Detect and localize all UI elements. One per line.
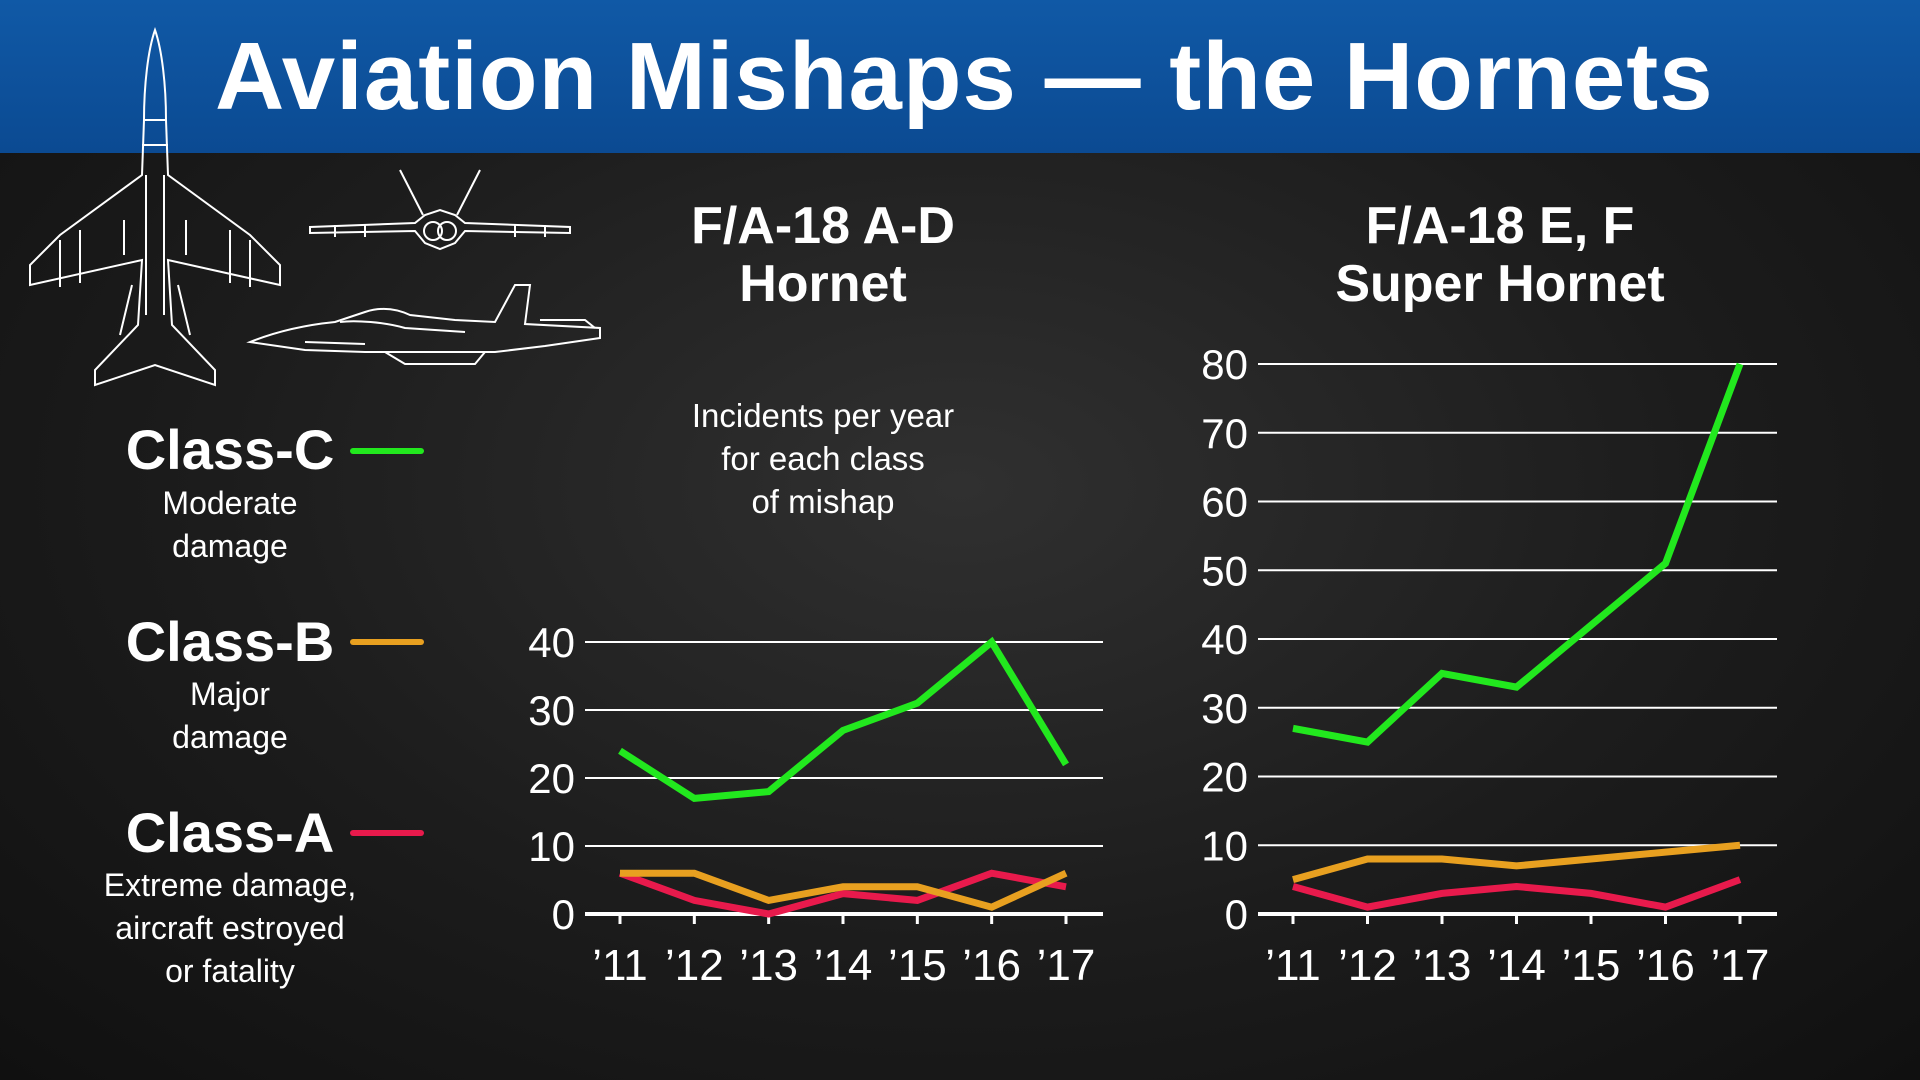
chart-1-x-tick-2: ’13: [739, 941, 798, 990]
chart-1-title-line2: Hornet: [739, 255, 907, 313]
chart-1-x-tick-5: ’16: [962, 941, 1021, 990]
chart-1-x-tick-3: ’14: [814, 941, 873, 990]
page-title: Aviation Mishaps — the Hornets: [215, 23, 1714, 130]
jet-side-view-icon: [246, 284, 601, 365]
legend-class-b-swatch: [350, 639, 424, 645]
legend-class-c-desc-line1: Moderate: [162, 485, 298, 521]
chart-2-y-tick-60: 60: [1201, 479, 1248, 526]
legend-class-c-desc-line2: damage: [172, 528, 288, 564]
legend-class-c-label: Class-C: [125, 418, 335, 481]
chart-1-y-tick-20: 20: [528, 755, 575, 802]
chart-1-series-class-c-line: [618, 636, 1069, 802]
header-banner: Aviation Mishaps — the Hornets: [0, 0, 1920, 153]
chart-2-series-class-b-line: [1292, 841, 1741, 883]
legend-class-a-desc-line2: aircraft estroyed: [115, 910, 345, 946]
chart-2-x-tick-3: ’14: [1487, 941, 1546, 990]
chart-1-y-tick-40: 40: [528, 619, 575, 666]
legend-class-a-desc-line1: Extreme damage,: [103, 867, 357, 903]
chart-2-y-tick-70: 70: [1201, 410, 1248, 457]
legend-class-b-desc-line1: Major: [189, 676, 270, 712]
jet-top-view-icon: [29, 26, 281, 387]
chart-2-y-tick-0: 0: [1225, 891, 1248, 938]
chart-2-series-class-a-line: [1292, 876, 1742, 911]
chart-2-x-tick-1: ’12: [1338, 941, 1397, 990]
chart-2-x-tick-2: ’13: [1413, 941, 1472, 990]
chart-2-y-tick-10: 10: [1201, 822, 1248, 869]
subtitle-line3: of mishap: [751, 483, 895, 520]
chart-2-x-tick-4: ’15: [1562, 941, 1621, 990]
chart-1-x-tick-1: ’12: [665, 941, 724, 990]
chart-2-x-tick-6: ’17: [1711, 941, 1770, 990]
subtitle-line2: for each class: [721, 440, 925, 477]
legend-class-a-label: Class-A: [125, 801, 335, 864]
chart-2-title-line2: Super Hornet: [1335, 255, 1665, 313]
chart-2-series-class-c-line: [1292, 362, 1744, 746]
chart-1-y-tick-10: 10: [528, 823, 575, 870]
legend-class-b-label: Class-B: [125, 610, 335, 673]
chart-2-y-tick-20: 20: [1201, 754, 1248, 801]
chart-2-y-tick-50: 50: [1201, 547, 1248, 594]
chart-1-x-tick-6: ’17: [1037, 941, 1096, 990]
chart-subtitle: Incidents per year for each class of mis…: [623, 394, 1023, 523]
legend-class-c-swatch: [350, 448, 424, 454]
chart-1-x-tick-4: ’15: [888, 941, 947, 990]
chart-2-x-tick-5: ’16: [1636, 941, 1695, 990]
chart-1-title-line1: F/A-18 A-D: [691, 197, 955, 255]
chart-1-x-tick-0: ’11: [592, 941, 647, 990]
chart-2-y-tick-30: 30: [1201, 685, 1248, 732]
jet-front-view-icon: [309, 169, 571, 251]
chart-2-y-tick-80: 80: [1201, 341, 1248, 388]
subtitle-line1: Incidents per year: [691, 397, 955, 434]
chart-2-title-line1: F/A-18 E, F: [1365, 197, 1635, 255]
chart-2-y-tick-40: 40: [1201, 616, 1248, 663]
chart-2-x-tick-0: ’11: [1265, 941, 1320, 990]
chart-1-y-tick-30: 30: [528, 687, 575, 734]
chart-1-series-class-b-line: [620, 869, 1068, 911]
chart-1-y-tick-0: 0: [552, 891, 575, 938]
legend-class-a-desc-line3: or fatality: [165, 953, 295, 989]
legend-class-b-desc-line2: damage: [172, 719, 288, 755]
legend-class-a-swatch: [350, 830, 424, 836]
